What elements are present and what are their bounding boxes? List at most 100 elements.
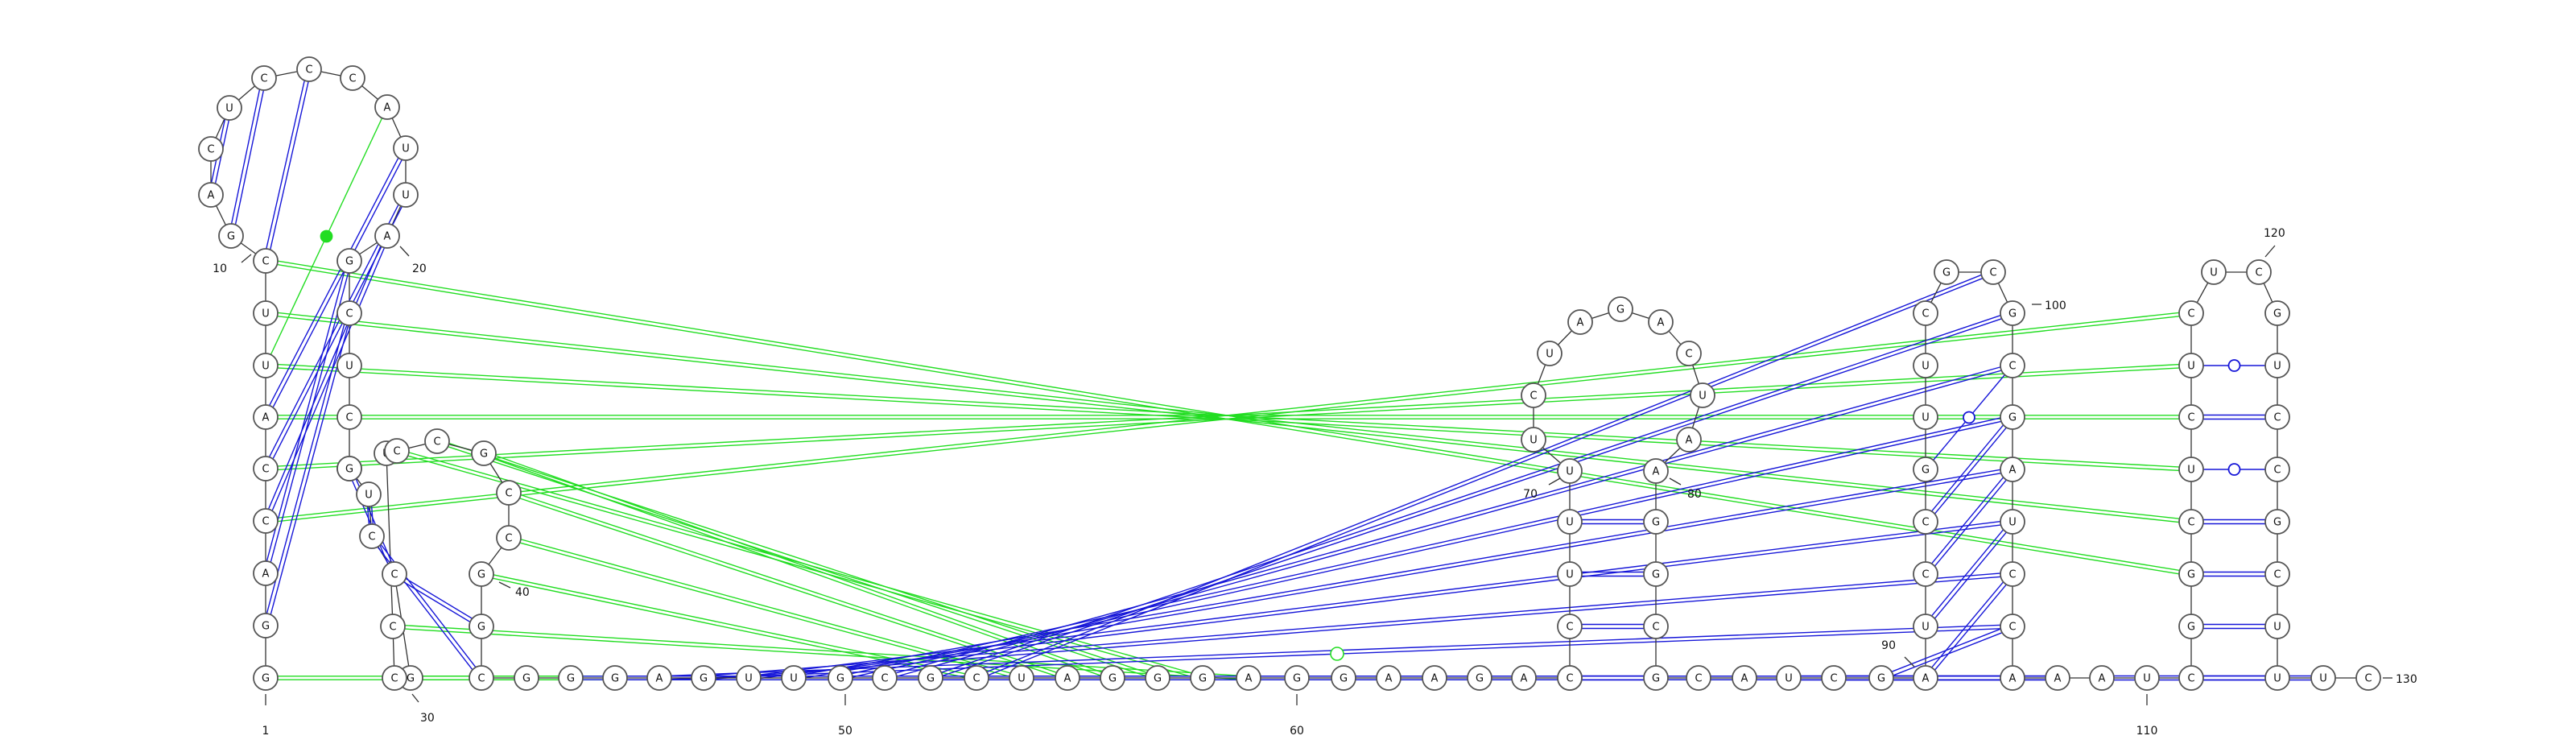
tertiary-marker <box>1330 647 1344 661</box>
nucleotide-111: C <box>2178 665 2204 691</box>
nucleotide-circle <box>2089 665 2115 691</box>
nucleotide-23: U <box>336 353 362 378</box>
nucleotide-base-label: U <box>790 673 798 685</box>
nucleotide-126: C <box>2264 561 2290 587</box>
position-label: 70 <box>1523 488 1538 501</box>
label-60: 60 <box>1290 694 1304 738</box>
nucleotide-35: C <box>424 428 450 454</box>
nucleotide-base-label: U <box>2143 673 2151 685</box>
label-90: 90 <box>1881 639 1915 667</box>
backbone-segment <box>386 453 394 627</box>
nucleotide-circle <box>469 614 494 639</box>
nucleotide-base-label: C <box>1652 622 1659 634</box>
pseudoknot-pair-line <box>931 314 2013 680</box>
nucleotide-base-label: G <box>1877 673 1885 685</box>
base-pair-line <box>394 572 483 626</box>
nucleotide-17: A <box>374 94 400 120</box>
nucleotide-base-label: C <box>1989 267 1996 279</box>
nucleotide-base-label: G <box>477 569 485 581</box>
nucleotide-circle <box>558 665 584 691</box>
label-20: 20 <box>399 246 427 275</box>
nucleotide-circle <box>469 561 494 587</box>
nucleotide-circle <box>496 480 522 506</box>
nucleotide-119: U <box>2201 259 2227 285</box>
nucleotide-circle <box>2264 457 2290 482</box>
nucleotide-107: A <box>2000 665 2025 691</box>
nucleotide-93: C <box>1913 509 1938 535</box>
nucleotide-57: G <box>1190 665 1216 691</box>
nucleotide-circle <box>1190 665 1216 691</box>
base-pair-line <box>266 148 408 419</box>
nucleotide-122: U <box>2264 353 2290 378</box>
nucleotide-base-label: G <box>700 673 708 685</box>
nucleotide-27: U <box>356 481 382 507</box>
nucleotide-base-label: G <box>1293 673 1301 685</box>
nucleotide-103: A <box>2000 457 2025 482</box>
nucleotide-circle <box>2264 404 2290 430</box>
nucleotide-105: C <box>2000 561 2025 587</box>
nucleotide-base-label: C <box>368 531 375 543</box>
nucleotide-19: U <box>393 182 419 208</box>
nucleotide-circle <box>1100 665 1125 691</box>
nucleotide-80: A <box>1643 458 1669 484</box>
nucleotide-circle <box>1376 665 1402 691</box>
nucleotide-18: U <box>393 135 419 161</box>
nucleotide-base-label: C <box>2273 569 2281 581</box>
nucleotide-base-label: U <box>1922 412 1930 424</box>
nucleotide-circle <box>1821 665 1847 691</box>
nucleotide-base-label: C <box>1922 569 1929 581</box>
nucleotide-85: C <box>1686 665 1711 691</box>
tertiary-interaction-layer <box>265 258 2192 680</box>
nucleotide-base-label: U <box>2187 465 2195 477</box>
position-label: 10 <box>213 262 227 275</box>
nucleotide-base-label: C <box>1685 349 1692 361</box>
nucleotide-circle <box>253 248 279 274</box>
nucleotide-base-label: C <box>2273 412 2281 424</box>
nucleotide-58: A <box>1236 665 1261 691</box>
nucleotide-31: C <box>382 665 407 691</box>
nucleotide-circle <box>1145 665 1170 691</box>
nucleotide-87: U <box>1776 665 1802 691</box>
nucleotide-base-label: G <box>927 673 935 685</box>
nucleotide-base-label: C <box>2273 465 2281 477</box>
nucleotide-118: C <box>2178 300 2204 326</box>
nucleotide-base-label: U <box>262 308 270 320</box>
nucleotide-base-label: U <box>745 673 753 685</box>
nucleotide-base-label: C <box>207 144 214 156</box>
nucleotide-circle <box>253 508 279 534</box>
nucleotide-circle <box>1643 509 1669 535</box>
position-label: 100 <box>2045 300 2066 312</box>
nucleotide-circle <box>1236 665 1261 691</box>
nucleotide-circle <box>340 65 365 91</box>
nucleotide-base-label: G <box>522 673 530 685</box>
nucleotide-circle <box>2355 665 2381 691</box>
nucleotide-41: C <box>469 665 494 691</box>
nucleotide-64: A <box>1511 665 1537 691</box>
nucleotide-12: C <box>198 136 224 162</box>
nucleotide-circle <box>336 248 362 274</box>
nucleotide-circle <box>1913 509 1938 535</box>
nucleotide-base-label: G <box>1476 673 1484 685</box>
base-pair-line <box>1926 470 2015 576</box>
nucleotide-54: A <box>1055 665 1080 691</box>
nucleotide-circle <box>2000 509 2025 535</box>
nucleotide-94: G <box>1913 457 1938 482</box>
nucleotide-60: G <box>1331 665 1356 691</box>
nucleotide-circle <box>872 665 898 691</box>
base-pair-line <box>266 69 312 262</box>
base-pair-line <box>1923 415 2012 521</box>
nucleotide-34: C <box>384 438 410 464</box>
position-label: 60 <box>1290 725 1304 738</box>
pseudoknot-pair-line <box>884 363 2013 677</box>
nucleotide-circle <box>198 182 224 208</box>
nucleotide-83: C <box>1643 614 1669 639</box>
nucleotide-circle <box>691 665 716 691</box>
nucleotide-104: U <box>2000 509 2025 535</box>
nucleotide-71: U <box>1521 427 1546 453</box>
nucleotide-circle <box>2000 353 2025 378</box>
nucleotide-base-label: U <box>1922 622 1930 634</box>
nucleotide-base-label: A <box>384 231 391 243</box>
nucleotide-circle <box>2000 665 2025 691</box>
nucleotide-circle <box>2178 665 2204 691</box>
nucleotide-circle <box>1913 665 1938 691</box>
